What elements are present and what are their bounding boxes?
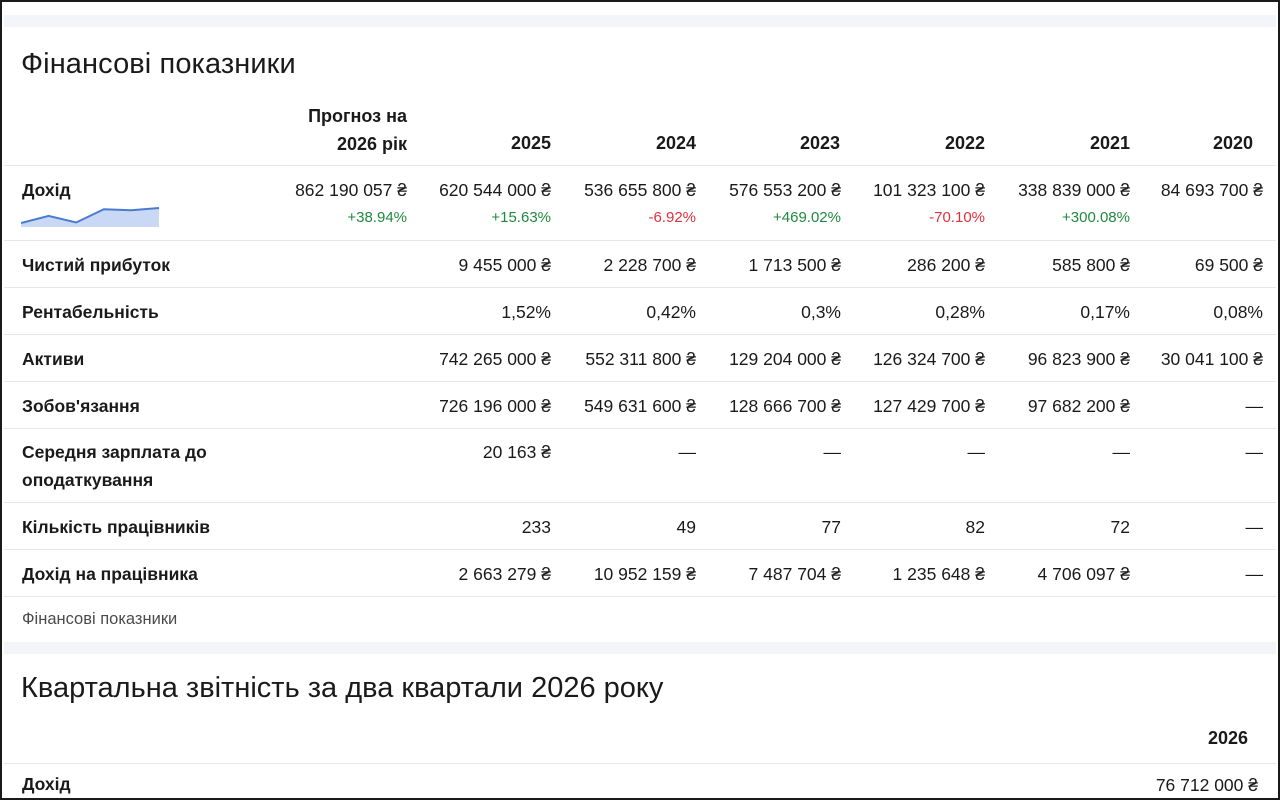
- year-header-2022: 2022: [944, 133, 985, 153]
- revenue-per-employee-2021: 4 706 097 ₴: [1037, 564, 1130, 584]
- row-label-net-profit: Чистий прибуток: [22, 255, 171, 275]
- revenue-2024: 536 655 800 ₴: [584, 180, 696, 200]
- row-label-average-salary: Середня зарплата до оподаткування: [22, 438, 207, 494]
- divider: [4, 240, 1276, 241]
- revenue-change-2023: +469.02%: [773, 209, 841, 226]
- financial-indicators-title: Фінансові показники: [21, 48, 296, 80]
- revenue-2021: 338 839 000 ₴: [1018, 180, 1130, 200]
- table-caption: Фінансові показники: [22, 610, 178, 628]
- top-strip: [4, 15, 1276, 27]
- profitability-2025: 1,52%: [501, 302, 551, 322]
- revenue-2020: 84 693 700 ₴: [1160, 180, 1263, 200]
- forecast-header-line1: Прогноз на: [308, 106, 407, 126]
- revenue-2025: 620 544 000 ₴: [439, 180, 551, 200]
- revenue-2022: 101 323 100 ₴: [873, 180, 985, 200]
- assets-2023: 129 204 000 ₴: [729, 349, 841, 369]
- net-profit-2025: 9 455 000 ₴: [458, 255, 551, 275]
- year-header-2024: 2024: [655, 133, 696, 153]
- net-profit-2021: 585 800 ₴: [1052, 255, 1130, 275]
- row-label-liabilities: Зобов'язання: [22, 396, 140, 416]
- year-header-2023: 2023: [799, 133, 840, 153]
- row-label-revenue-per-employee: Дохід на працівника: [22, 564, 198, 584]
- employee-count-2025: 233: [521, 517, 551, 537]
- quarterly-row-label-revenue: Дохід: [22, 774, 71, 794]
- divider: [4, 334, 1276, 335]
- liabilities-2025: 726 196 000 ₴: [439, 396, 551, 416]
- assets-2022: 126 324 700 ₴: [873, 349, 985, 369]
- assets-2024: 552 311 800 ₴: [585, 349, 696, 369]
- revenue-per-employee-2024: 10 952 159 ₴: [593, 564, 696, 584]
- average-salary-2023: —: [823, 442, 842, 462]
- row-label-revenue: Дохід: [22, 180, 71, 200]
- revenue-per-employee-2023: 7 487 704 ₴: [748, 564, 841, 584]
- liabilities-2020: —: [1245, 396, 1264, 416]
- section-gap: [4, 642, 1276, 654]
- divider: [4, 763, 1276, 764]
- divider: [4, 549, 1276, 550]
- employee-count-2024: 49: [676, 517, 696, 537]
- divider: [4, 428, 1276, 429]
- net-profit-2024: 2 228 700 ₴: [603, 255, 696, 275]
- average-salary-2025: 20 163 ₴: [482, 442, 551, 462]
- liabilities-2022: 127 429 700 ₴: [873, 396, 985, 416]
- assets-2021: 96 823 900 ₴: [1027, 349, 1130, 369]
- row-label-profitability: Рентабельність: [22, 302, 159, 322]
- liabilities-2021: 97 682 200 ₴: [1027, 396, 1130, 416]
- profitability-2024: 0,42%: [646, 302, 696, 322]
- revenue-forecast: 862 190 057 ₴: [295, 180, 407, 200]
- net-profit-2020: 69 500 ₴: [1194, 255, 1263, 275]
- year-header-2021: 2021: [1089, 133, 1130, 153]
- average-salary-2024: —: [678, 442, 697, 462]
- divider: [4, 596, 1276, 597]
- employee-count-2022: 82: [965, 517, 985, 537]
- divider: [4, 287, 1276, 288]
- profitability-2020: 0,08%: [1213, 302, 1263, 322]
- assets-2025: 742 265 000 ₴: [439, 349, 551, 369]
- average-salary-2022: —: [967, 442, 986, 462]
- profitability-2021: 0,17%: [1080, 302, 1130, 322]
- divider: [4, 381, 1276, 382]
- average-salary-2021: —: [1112, 442, 1131, 462]
- revenue-per-employee-2022: 1 235 648 ₴: [892, 564, 985, 584]
- revenue-per-employee-2025: 2 663 279 ₴: [458, 564, 551, 584]
- revenue-sparkline: [21, 207, 159, 227]
- employee-count-2021: 72: [1110, 517, 1130, 537]
- revenue-forecast-change: +38.94%: [347, 209, 407, 226]
- employee-count-2023: 77: [821, 517, 841, 537]
- liabilities-2024: 549 631 600 ₴: [584, 396, 696, 416]
- liabilities-2023: 128 666 700 ₴: [729, 396, 841, 416]
- assets-2020: 30 041 100 ₴: [1160, 349, 1263, 369]
- quarterly-report-title: Квартальна звітність за два квартали 202…: [21, 672, 664, 704]
- sparkline-line: [21, 207, 159, 224]
- revenue-change-2025: +15.63%: [491, 209, 551, 226]
- average-salary-label-line1: Середня зарплата до: [22, 442, 207, 462]
- forecast-header: Прогноз на 2026 рік: [272, 102, 407, 158]
- row-label-employee-count: Кількість працівників: [22, 517, 211, 537]
- profitability-2022: 0,28%: [935, 302, 985, 322]
- average-salary-2020: —: [1245, 442, 1264, 462]
- sparkline-area: [21, 208, 159, 227]
- net-profit-2023: 1 713 500 ₴: [748, 255, 841, 275]
- revenue-2023: 576 553 200 ₴: [729, 180, 841, 200]
- year-header-2020: 2020: [1212, 133, 1253, 153]
- forecast-header-line2: 2026 рік: [336, 134, 407, 154]
- revenue-change-2021: +300.08%: [1062, 209, 1130, 226]
- revenue-change-2022: -70.10%: [929, 209, 985, 226]
- quarterly-revenue-2026: 76 712 000 ₴: [1155, 775, 1258, 795]
- employee-count-2020: —: [1245, 517, 1264, 537]
- average-salary-label-line2: оподаткування: [22, 470, 154, 490]
- divider: [4, 502, 1276, 503]
- quarterly-year-header: 2026: [1207, 728, 1248, 748]
- year-header-2025: 2025: [510, 133, 551, 153]
- row-label-assets: Активи: [22, 349, 85, 369]
- profitability-2023: 0,3%: [801, 302, 841, 322]
- divider: [4, 165, 1276, 166]
- revenue-change-2024: -6.92%: [648, 209, 696, 226]
- net-profit-2022: 286 200 ₴: [907, 255, 985, 275]
- revenue-per-employee-2020: —: [1245, 564, 1264, 584]
